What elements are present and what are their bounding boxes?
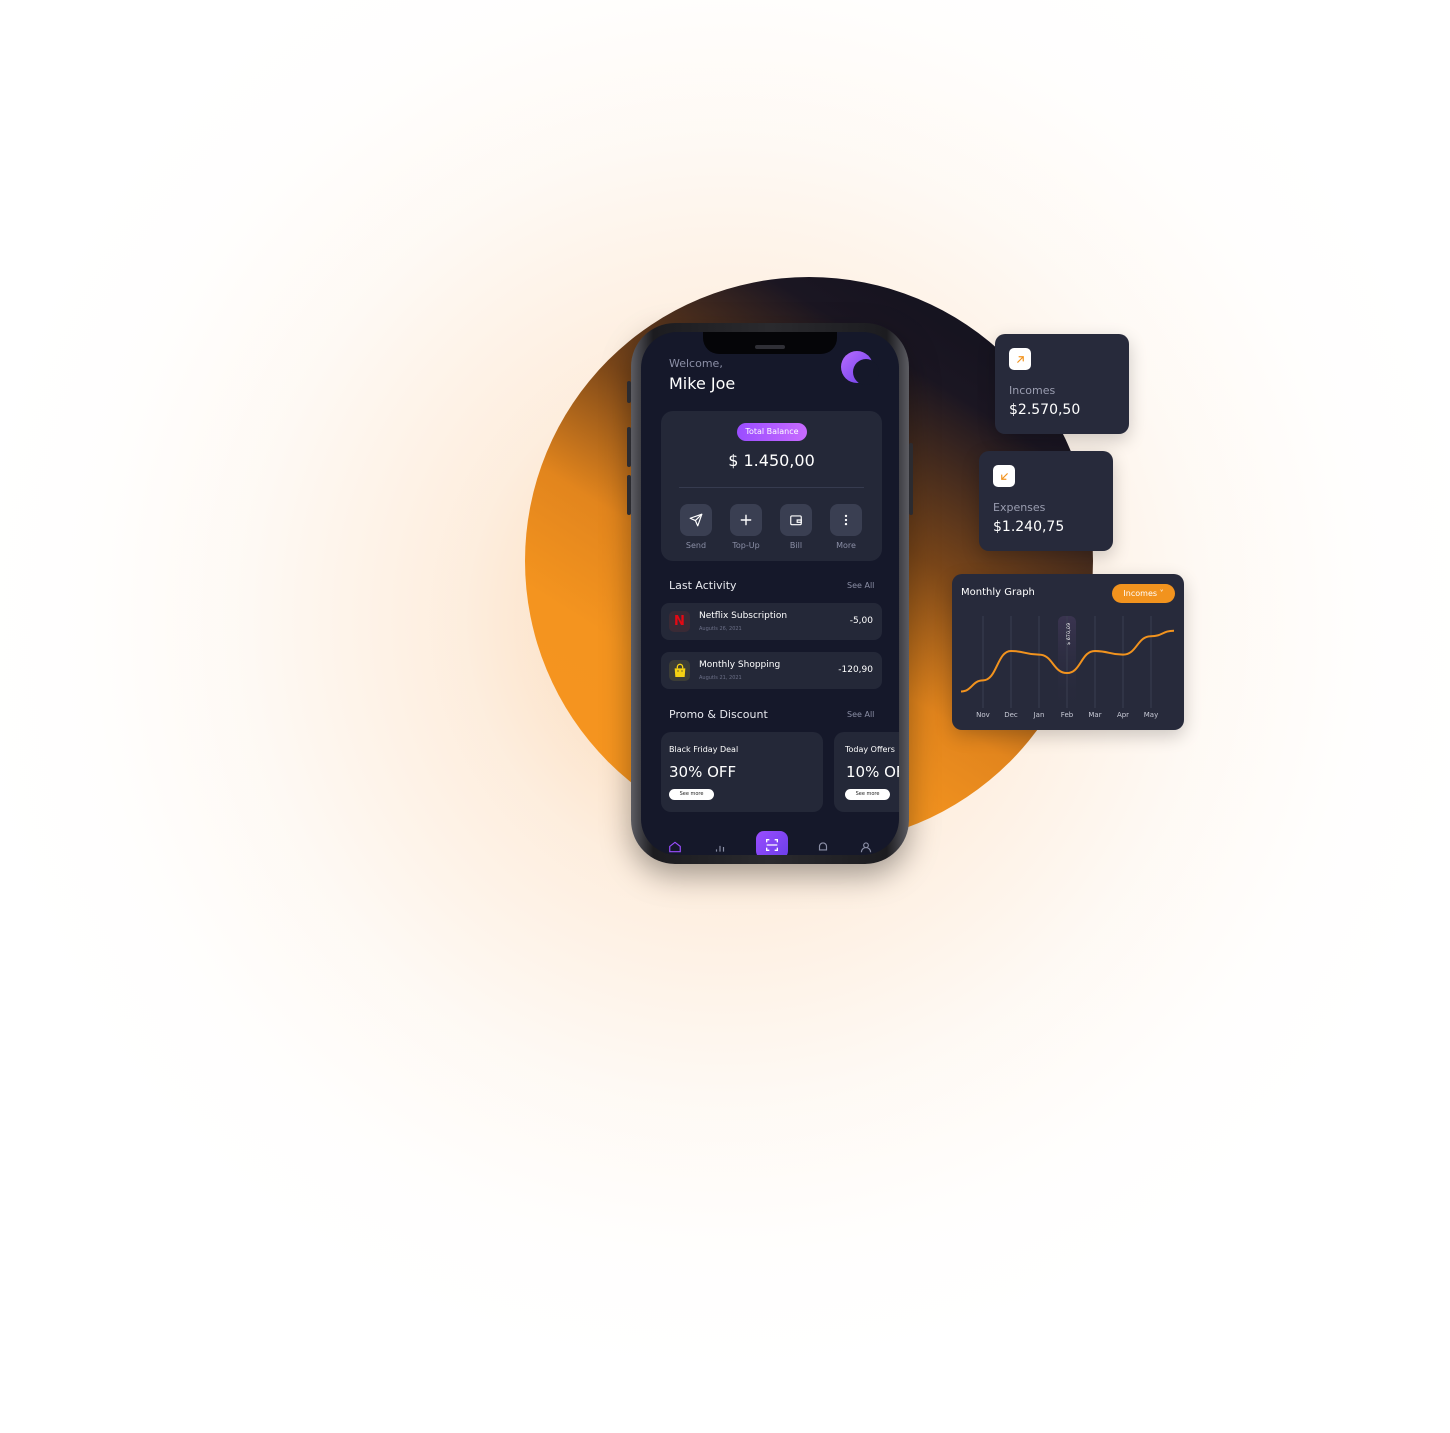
promo-title: Promo & Discount: [669, 708, 768, 721]
send-icon: [680, 504, 712, 536]
total-balance-badge: Total Balance: [737, 423, 807, 441]
phone-volume-up-button: [627, 427, 631, 467]
send-label: Send: [685, 541, 707, 550]
more-vertical-icon: [830, 504, 862, 536]
top-up-button[interactable]: Top-Up: [729, 504, 763, 550]
plus-icon: [730, 504, 762, 536]
bill-label: Bill: [789, 541, 803, 550]
series-line-incomes: [960, 629, 1175, 693]
x-tick-label: Jan: [1033, 711, 1045, 719]
send-button[interactable]: Send: [679, 504, 713, 550]
promo-card-today-offers[interactable]: Today Offers 10% OFF See more: [834, 732, 899, 812]
promo-see-all-link[interactable]: See All: [847, 710, 875, 719]
x-tick-label: Mar: [1088, 711, 1101, 719]
x-tick-label: Nov: [976, 711, 990, 719]
divider: [679, 487, 864, 488]
more-button[interactable]: More: [829, 504, 863, 550]
activity-amount: -120,90: [838, 665, 873, 675]
shopping-bag-icon: [669, 660, 690, 681]
wallet-icon: [780, 504, 812, 536]
scan-button[interactable]: [756, 831, 788, 855]
promo-card-black-friday[interactable]: Black Friday Deal 30% OFF See more: [661, 732, 823, 812]
incomes-card[interactable]: Incomes $2.570,50: [995, 334, 1129, 434]
graph-tooltip: $ 670,09: [1066, 623, 1072, 645]
stats-icon[interactable]: [713, 840, 727, 854]
netflix-logo: N: [669, 611, 690, 632]
user-name: Mike Joe: [669, 374, 736, 393]
activity-title: Netflix Subscription: [699, 611, 788, 621]
balance-card: Total Balance $ 1.450,00 Send Top-Up Bil: [661, 411, 882, 561]
promo-card-title: Today Offers: [845, 745, 895, 754]
arrow-up-right-icon: [1009, 348, 1031, 370]
bill-button[interactable]: Bill: [779, 504, 813, 550]
phone-volume-down-button: [627, 475, 631, 515]
activity-item-netflix[interactable]: N Netflix Subscription Augutls 26, 2021 …: [661, 603, 882, 640]
activity-date: Augutls 26, 2021: [699, 626, 742, 632]
promo-card-value: 10% OFF: [846, 763, 899, 781]
monthly-graph-card: Monthly Graph Incomes ˅ $ 670,09 Nov Dec Ja…: [952, 574, 1184, 730]
incomes-value: $2.570,50: [1009, 402, 1081, 418]
monthly-graph-chart: $ 670,09 Nov Dec Jan Feb Mar Apr May: [960, 616, 1175, 719]
phone-notch: [703, 332, 837, 354]
see-more-button[interactable]: See more: [845, 789, 890, 800]
last-activity-see-all-link[interactable]: See All: [847, 581, 875, 590]
top-up-label: Top-Up: [732, 541, 760, 550]
promo-card-title: Black Friday Deal: [669, 745, 739, 754]
home-icon[interactable]: [668, 840, 682, 854]
activity-item-shopping[interactable]: Monthly Shopping Augutls 21, 2021 -120,9…: [661, 652, 882, 689]
balance-amount: $ 1.450,00: [728, 451, 815, 470]
last-activity-title: Last Activity: [669, 579, 737, 592]
welcome-text: Welcome,: [669, 357, 723, 370]
promo-card-value: 30% OFF: [669, 763, 737, 781]
chevron-down-icon: ˅: [1159, 589, 1164, 598]
x-tick-label: Feb: [1061, 711, 1074, 719]
phone-mockup: Welcome, Mike Joe Total Balance $ 1.450,…: [627, 323, 913, 864]
profile-icon[interactable]: [859, 840, 873, 854]
graph-dropdown-label: Incomes: [1123, 589, 1158, 598]
avatar[interactable]: [841, 351, 879, 385]
more-label: More: [836, 541, 856, 550]
x-tick-label: May: [1144, 711, 1158, 719]
phone-power-button: [909, 443, 913, 515]
phone-mute-button: [627, 381, 631, 403]
expenses-card[interactable]: Expenses $1.240,75: [979, 451, 1113, 551]
x-tick-label: Apr: [1117, 711, 1129, 719]
expenses-label: Expenses: [993, 501, 1046, 514]
activity-amount: -5,00: [849, 616, 873, 626]
x-tick-label: Dec: [1004, 711, 1018, 719]
bell-icon[interactable]: [816, 840, 830, 854]
activity-date: Augutls 21, 2021: [699, 675, 742, 681]
activity-title: Monthly Shopping: [699, 660, 781, 670]
incomes-label: Incomes: [1009, 384, 1056, 397]
see-more-button[interactable]: See more: [669, 789, 714, 800]
phone-screen: Welcome, Mike Joe Total Balance $ 1.450,…: [641, 332, 899, 855]
graph-dropdown[interactable]: Incomes ˅: [1112, 584, 1175, 603]
expenses-value: $1.240,75: [993, 519, 1065, 535]
arrow-down-left-icon: [993, 465, 1015, 487]
graph-title: Monthly Graph: [961, 587, 1035, 598]
